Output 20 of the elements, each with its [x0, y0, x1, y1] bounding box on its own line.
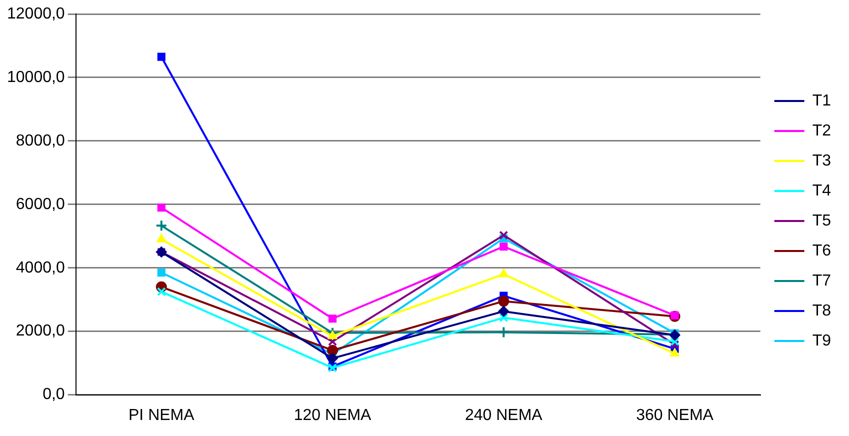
legend-label: T2	[812, 122, 832, 140]
legend-label: T7	[812, 272, 832, 290]
x-tick-label: 120 NEMA	[294, 406, 372, 424]
legend-label: T1	[812, 92, 832, 110]
legend-label: T9	[812, 332, 832, 350]
y-tick-label: 4000,0	[16, 259, 65, 276]
legend-label: T6	[812, 242, 832, 260]
y-tick-label: 0,0	[42, 386, 65, 404]
x-tick-label: 360 NEMA	[636, 406, 714, 424]
legend-label: T4	[812, 182, 832, 200]
legend-label: T5	[812, 212, 832, 230]
y-tick-label: 12000,0	[6, 5, 65, 22]
y-tick-label: 10000,0	[6, 68, 65, 86]
y-tick-label: 8000,0	[16, 132, 65, 150]
legend-label: T3	[812, 152, 832, 170]
y-tick-label: 6000,0	[16, 196, 65, 213]
x-tick-label: PI NEMA	[128, 406, 195, 424]
x-tick-label: 240 NEMA	[464, 406, 543, 424]
legend-label: T8	[812, 302, 832, 320]
y-tick-label: 2000,0	[16, 322, 65, 340]
